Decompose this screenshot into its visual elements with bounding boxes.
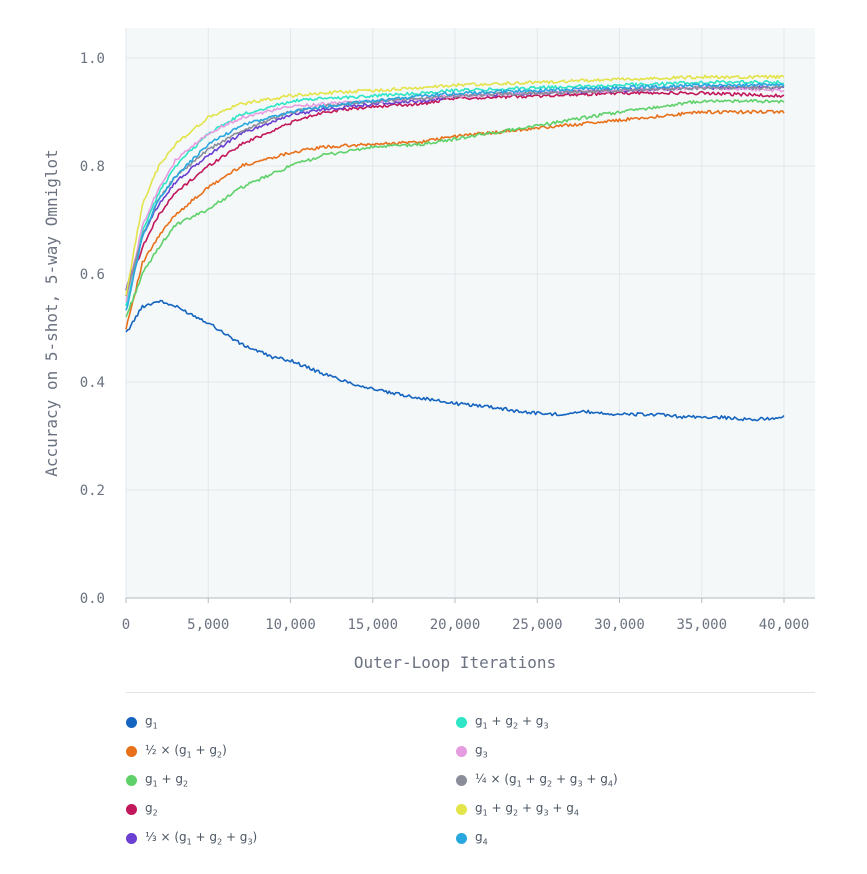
y-tick-label: 0.0 xyxy=(80,591,105,607)
legend-label: g1 + g2 + g3 xyxy=(475,713,549,731)
legend-item: ¼ × (g1 + g2 + g3 + g4) xyxy=(456,770,618,790)
legend-swatch xyxy=(126,774,137,786)
legend-item: g2 xyxy=(126,799,158,819)
legend-label: g2 xyxy=(145,800,158,818)
y-axis-title: Accuracy on 5-shot, 5-way Omniglot xyxy=(42,149,61,477)
series-line xyxy=(125,299,785,422)
x-tick-label: 15,000 xyxy=(347,617,398,633)
legend-swatch xyxy=(456,803,467,815)
legend-item: ⅓ × (g1 + g2 + g3) xyxy=(126,828,257,848)
y-axis-ticks: 0.0 0.2 0.4 0.6 0.8 1.0 xyxy=(80,51,105,607)
y-tick-label: 0.4 xyxy=(80,375,105,391)
legend-swatch xyxy=(126,745,137,757)
y-tick-label: 0.6 xyxy=(80,267,105,283)
x-tick-label: 20,000 xyxy=(430,617,481,633)
x-tick-label: 40,000 xyxy=(759,617,810,633)
x-tick-label: 25,000 xyxy=(512,617,563,633)
legend-swatch xyxy=(126,716,137,728)
legend-label: ⅓ × (g1 + g2 + g3) xyxy=(145,829,258,847)
legend-label: ½ × (g1 + g2) xyxy=(145,742,227,760)
legend-label: g1 + g2 xyxy=(145,771,189,789)
x-tick-label: 0 xyxy=(122,617,130,633)
x-tick-label: 35,000 xyxy=(676,617,727,633)
x-tick-label: 10,000 xyxy=(265,617,316,633)
legend-item: g3 xyxy=(456,741,488,761)
legend-item: g1 + g2 + g3 + g4 xyxy=(456,799,579,819)
x-tick-label: 5,000 xyxy=(187,617,229,633)
legend-divider xyxy=(126,692,815,693)
y-tick-label: 0.8 xyxy=(80,159,105,175)
y-tick-label: 0.2 xyxy=(80,483,105,499)
series-line xyxy=(125,79,785,307)
legend-item: g1 xyxy=(126,712,158,732)
x-axis-ticks: 0 5,000 10,000 15,000 20,000 25,000 30,000 35,0… xyxy=(122,597,815,633)
legend-swatch xyxy=(456,745,467,757)
x-axis-title: Outer-Loop Iterations xyxy=(354,653,556,672)
y-tick-label: 1.0 xyxy=(80,51,105,67)
legend: g1 ½ × (g1 + g2) g1 + g2 g2 ⅓ × (g1 + g2 + g… xyxy=(126,712,826,862)
legend-item: g4 xyxy=(456,828,488,848)
legend-swatch xyxy=(456,716,467,728)
legend-label: g3 xyxy=(475,742,488,760)
legend-item: g1 + g2 + g3 xyxy=(456,712,549,732)
legend-swatch xyxy=(126,803,137,815)
legend-swatch xyxy=(456,774,467,786)
series-line xyxy=(125,74,785,296)
legend-label: ¼ × (g1 + g2 + g3 + g4) xyxy=(475,771,618,789)
legend-swatch xyxy=(456,832,467,844)
series-line xyxy=(125,85,785,297)
series-lines xyxy=(125,74,785,422)
x-tick-label: 30,000 xyxy=(594,617,645,633)
line-chart: 0 5,000 10,000 15,000 20,000 25,000 30,000 35,0… xyxy=(42,28,815,672)
series-line xyxy=(125,109,785,330)
series-line xyxy=(125,82,785,311)
legend-swatch xyxy=(126,832,137,844)
legend-label: g1 + g2 + g3 + g4 xyxy=(475,800,579,818)
legend-label: g4 xyxy=(475,829,488,847)
legend-item: g1 + g2 xyxy=(126,770,188,790)
legend-label: g1 xyxy=(145,713,158,731)
plot-background xyxy=(126,28,815,598)
series-line xyxy=(125,98,785,318)
legend-item: ½ × (g1 + g2) xyxy=(126,741,227,761)
